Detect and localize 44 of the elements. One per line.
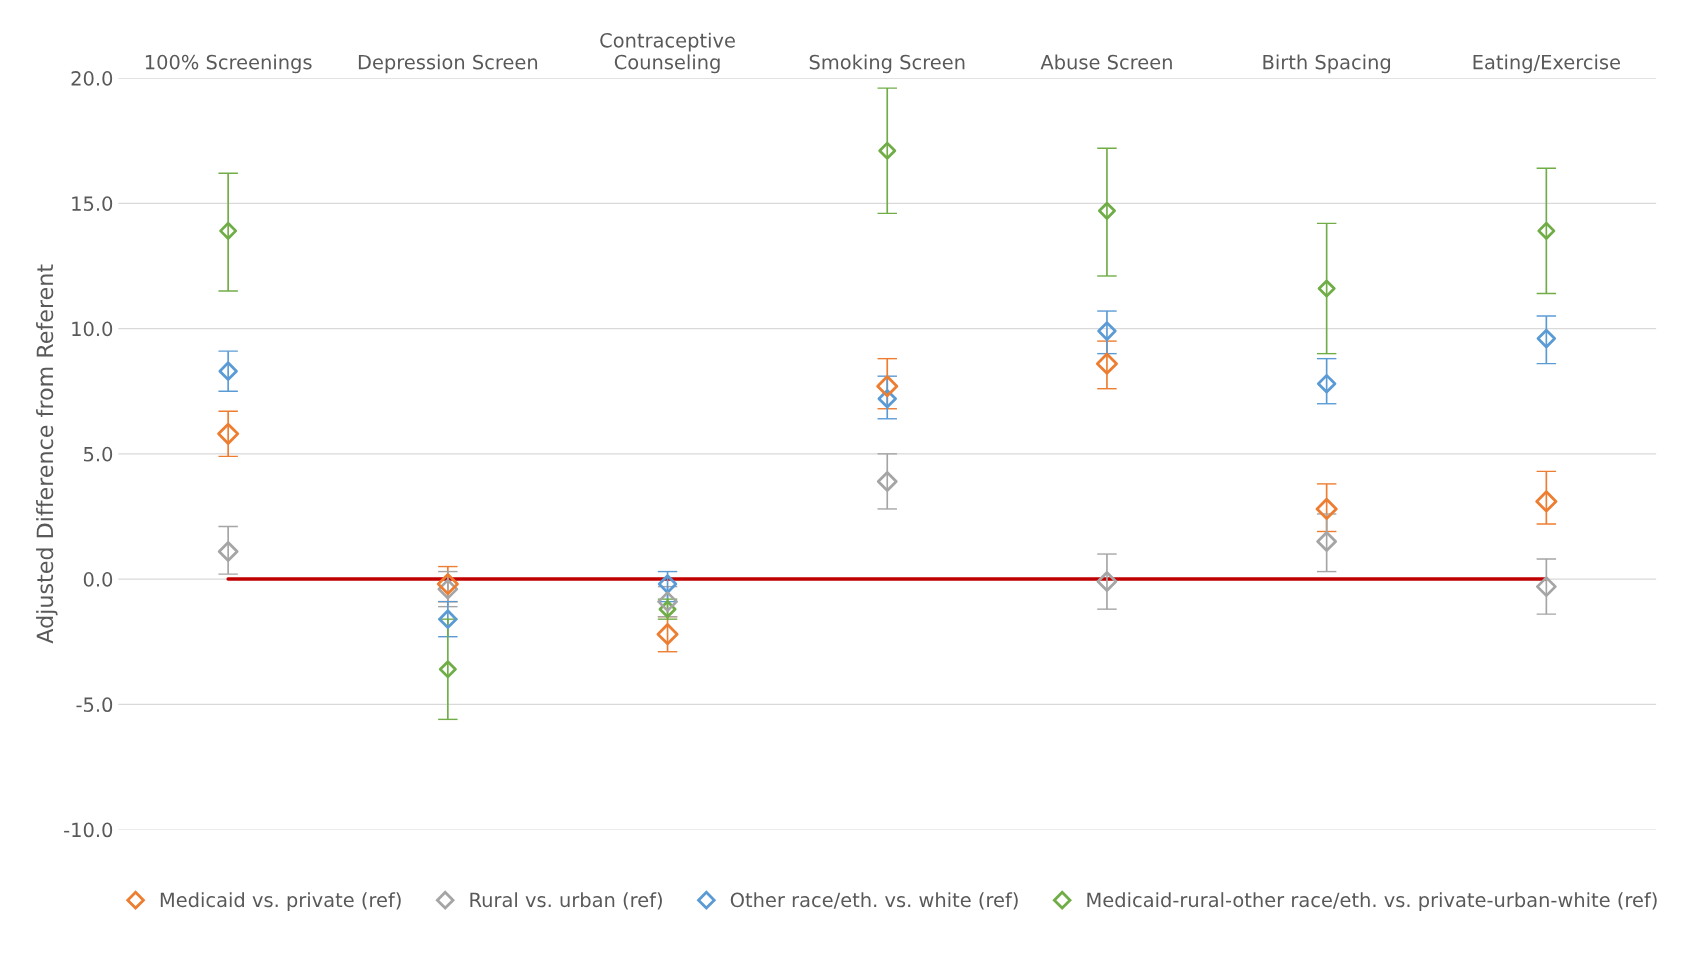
point <box>1536 328 1557 349</box>
point <box>218 361 238 381</box>
point <box>217 541 239 562</box>
point <box>1096 571 1118 592</box>
point <box>876 471 898 492</box>
y-tick-label: 0.0 <box>83 572 113 587</box>
y-tick-label: 5.0 <box>84 446 113 462</box>
point <box>219 221 238 240</box>
point <box>1535 576 1557 597</box>
x-tick-label: Depression Screen <box>358 54 538 74</box>
point <box>657 591 678 613</box>
legend-label: Medicaid vs. private (ref) <box>160 892 401 912</box>
legend-label: Rural vs. urban (ref) <box>470 892 662 910</box>
point <box>436 573 459 596</box>
point <box>1316 373 1337 394</box>
point <box>217 422 240 445</box>
x-tick-label: Contraceptive Counseling <box>600 32 735 74</box>
point <box>438 609 458 629</box>
point <box>1097 321 1117 341</box>
point <box>876 375 899 398</box>
y-tick-label: 15.0 <box>72 196 113 211</box>
point <box>657 574 678 594</box>
y-axis-title: Adjusted Difference from Referent <box>36 264 58 644</box>
point <box>1317 279 1336 298</box>
point <box>1315 497 1338 520</box>
point <box>878 141 897 160</box>
point <box>1097 201 1116 220</box>
x-tick-label: 100% Screenings <box>145 54 312 74</box>
y-tick-label: 10.0 <box>72 321 113 337</box>
legend-label: Other race/eth. vs. white (ref) <box>730 892 1018 910</box>
x-tick-label: Smoking Screen <box>809 54 965 74</box>
point <box>438 660 457 679</box>
x-tick-label: Abuse Screen <box>1040 54 1172 70</box>
x-tick-label: Birth Spacing <box>1263 54 1390 74</box>
point <box>1535 490 1558 513</box>
point <box>1537 221 1556 240</box>
x-tick-label: Eating/Exercise <box>1473 54 1620 74</box>
point <box>656 623 679 646</box>
y-tick-label: 20.0 <box>71 71 113 86</box>
point <box>1095 352 1118 375</box>
legend-label: Medicaid-rural-other race/eth. vs. private-urban-white (ref) <box>1087 892 1657 912</box>
y-tick-label: -10.0 <box>64 822 113 838</box>
y-tick-label: -5.0 <box>76 697 113 713</box>
point <box>1316 531 1338 552</box>
